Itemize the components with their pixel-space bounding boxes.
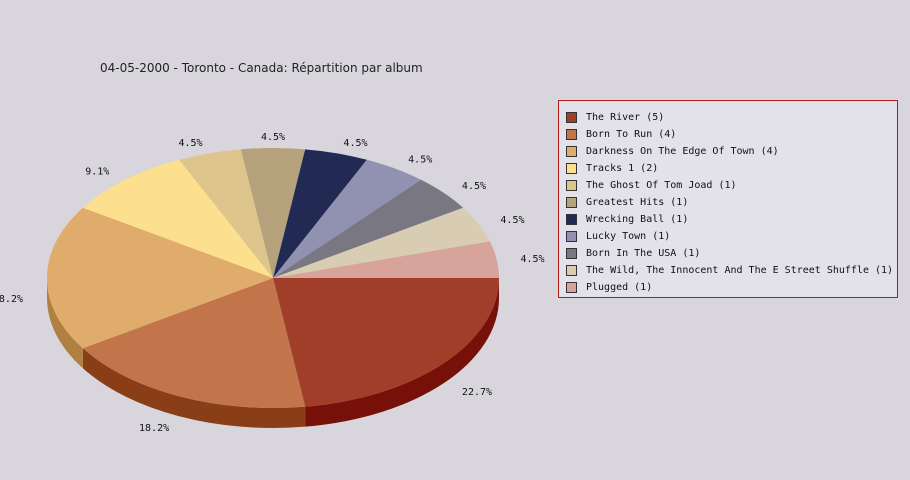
pie-slice-7 [273, 159, 421, 278]
legend-item: Born To Run (4) [566, 126, 897, 143]
legend-item: Lucky Town (1) [566, 228, 897, 245]
slice-label-10: 4.5% [520, 254, 544, 265]
pie-slice-0 [273, 278, 499, 407]
pie-slice-9 [273, 207, 490, 278]
pie-slice-2 [47, 207, 273, 349]
legend: The River (5) Born To Run (4) Darkness On … [558, 100, 898, 298]
pie-side-1 [82, 348, 306, 428]
legend-label: Plugged (1) [586, 282, 653, 293]
legend-label: The Wild, The Innocent And The E Street … [586, 265, 894, 276]
legend-item: The Ghost Of Tom Joad (1) [566, 177, 897, 194]
legend-label: Tracks 1 (2) [586, 163, 659, 174]
legend-item: Greatest Hits (1) [566, 194, 897, 211]
legend-label: Born To Run (4) [586, 129, 677, 140]
legend-swatch [566, 197, 577, 208]
pie-slice-6 [273, 149, 367, 278]
pie-slice-10 [273, 241, 499, 278]
legend-swatch [566, 248, 577, 259]
legend-swatch [566, 214, 577, 225]
slice-label-5: 4.5% [261, 132, 285, 143]
legend-swatch [566, 231, 577, 242]
legend-item: Born In The USA (1) [566, 245, 897, 262]
legend-label: Born In The USA (1) [586, 248, 701, 259]
slice-label-7: 4.5% [408, 155, 432, 166]
pie-side-2 [47, 278, 83, 369]
legend-item: Darkness On The Edge Of Town (4) [566, 143, 897, 160]
legend-item: Tracks 1 (2) [566, 160, 897, 177]
legend-label: Lucky Town (1) [586, 231, 671, 242]
pie-slice-3 [82, 159, 273, 278]
legend-swatch [566, 112, 577, 123]
slice-label-4: 4.5% [178, 138, 202, 149]
slice-label-6: 4.5% [343, 138, 367, 149]
legend-item: Plugged (1) [566, 279, 897, 296]
legend-label: Wrecking Ball (1) [586, 214, 689, 225]
legend-item: The River (5) [566, 109, 897, 126]
legend-label: The River (5) [586, 112, 665, 123]
chart-title: 04-05-2000 - Toronto - Canada: Répartiti… [100, 61, 423, 75]
slice-label-3: 9.1% [85, 167, 109, 178]
legend-swatch [566, 146, 577, 157]
slice-label-8: 4.5% [462, 181, 486, 192]
pie-slice-1 [82, 278, 306, 408]
legend-item: The Wild, The Innocent And The E Street … [566, 262, 897, 279]
slice-label-1: 18.2% [139, 423, 169, 434]
slice-label-9: 4.5% [500, 215, 524, 226]
legend-swatch [566, 129, 577, 140]
legend-swatch [566, 180, 577, 191]
pie-slice-4 [179, 149, 273, 278]
legend-label: Greatest Hits (1) [586, 197, 689, 208]
slice-label-0: 22.7% [462, 387, 492, 398]
pie-slice-5 [240, 148, 306, 278]
pie-side-0 [305, 278, 499, 427]
pie-slice-8 [273, 179, 464, 278]
legend-item: Wrecking Ball (1) [566, 211, 897, 228]
slice-label-2: 18.2% [0, 294, 23, 305]
legend-label: Darkness On The Edge Of Town (4) [586, 146, 779, 157]
legend-swatch [566, 265, 577, 276]
legend-swatch [566, 163, 577, 174]
legend-swatch [566, 282, 577, 293]
legend-label: The Ghost Of Tom Joad (1) [586, 180, 737, 191]
